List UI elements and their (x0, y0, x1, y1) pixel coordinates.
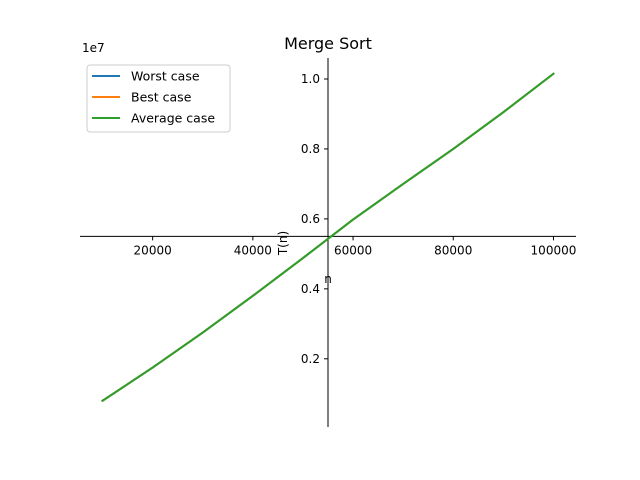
y-tick-label: 0.6 (301, 212, 320, 226)
x-tick-label: 20000 (134, 243, 172, 257)
x-tick-label: 100000 (531, 243, 577, 257)
series-line-average-case (101, 72, 555, 403)
legend-frame (86, 64, 231, 133)
x-axis-label: n (324, 272, 332, 286)
y-offset-text: 1e7 (82, 41, 105, 55)
y-tick-label: 0.4 (301, 282, 320, 296)
x-tick-label: 40000 (234, 243, 272, 257)
y-tick-label: 0.8 (301, 142, 320, 156)
chart-title: Merge Sort (284, 34, 372, 53)
legend-label: Best case (131, 90, 192, 105)
legend: Worst case Best case Average case (86, 64, 231, 133)
legend-label: Average case (131, 111, 215, 126)
x-tick-label: 80000 (434, 243, 472, 257)
y-axis-label: T(n) (276, 231, 290, 256)
y-tick-label: 1.0 (301, 72, 320, 86)
x-tick-label: 60000 (334, 243, 372, 257)
series-lines (101, 72, 555, 403)
axes: 20000 40000 60000 80000 100000 0.2 0.4 0.6 0.8 1.… (80, 58, 576, 427)
y-tick-label: 0.2 (301, 352, 320, 366)
legend-label: Worst case (131, 69, 200, 84)
